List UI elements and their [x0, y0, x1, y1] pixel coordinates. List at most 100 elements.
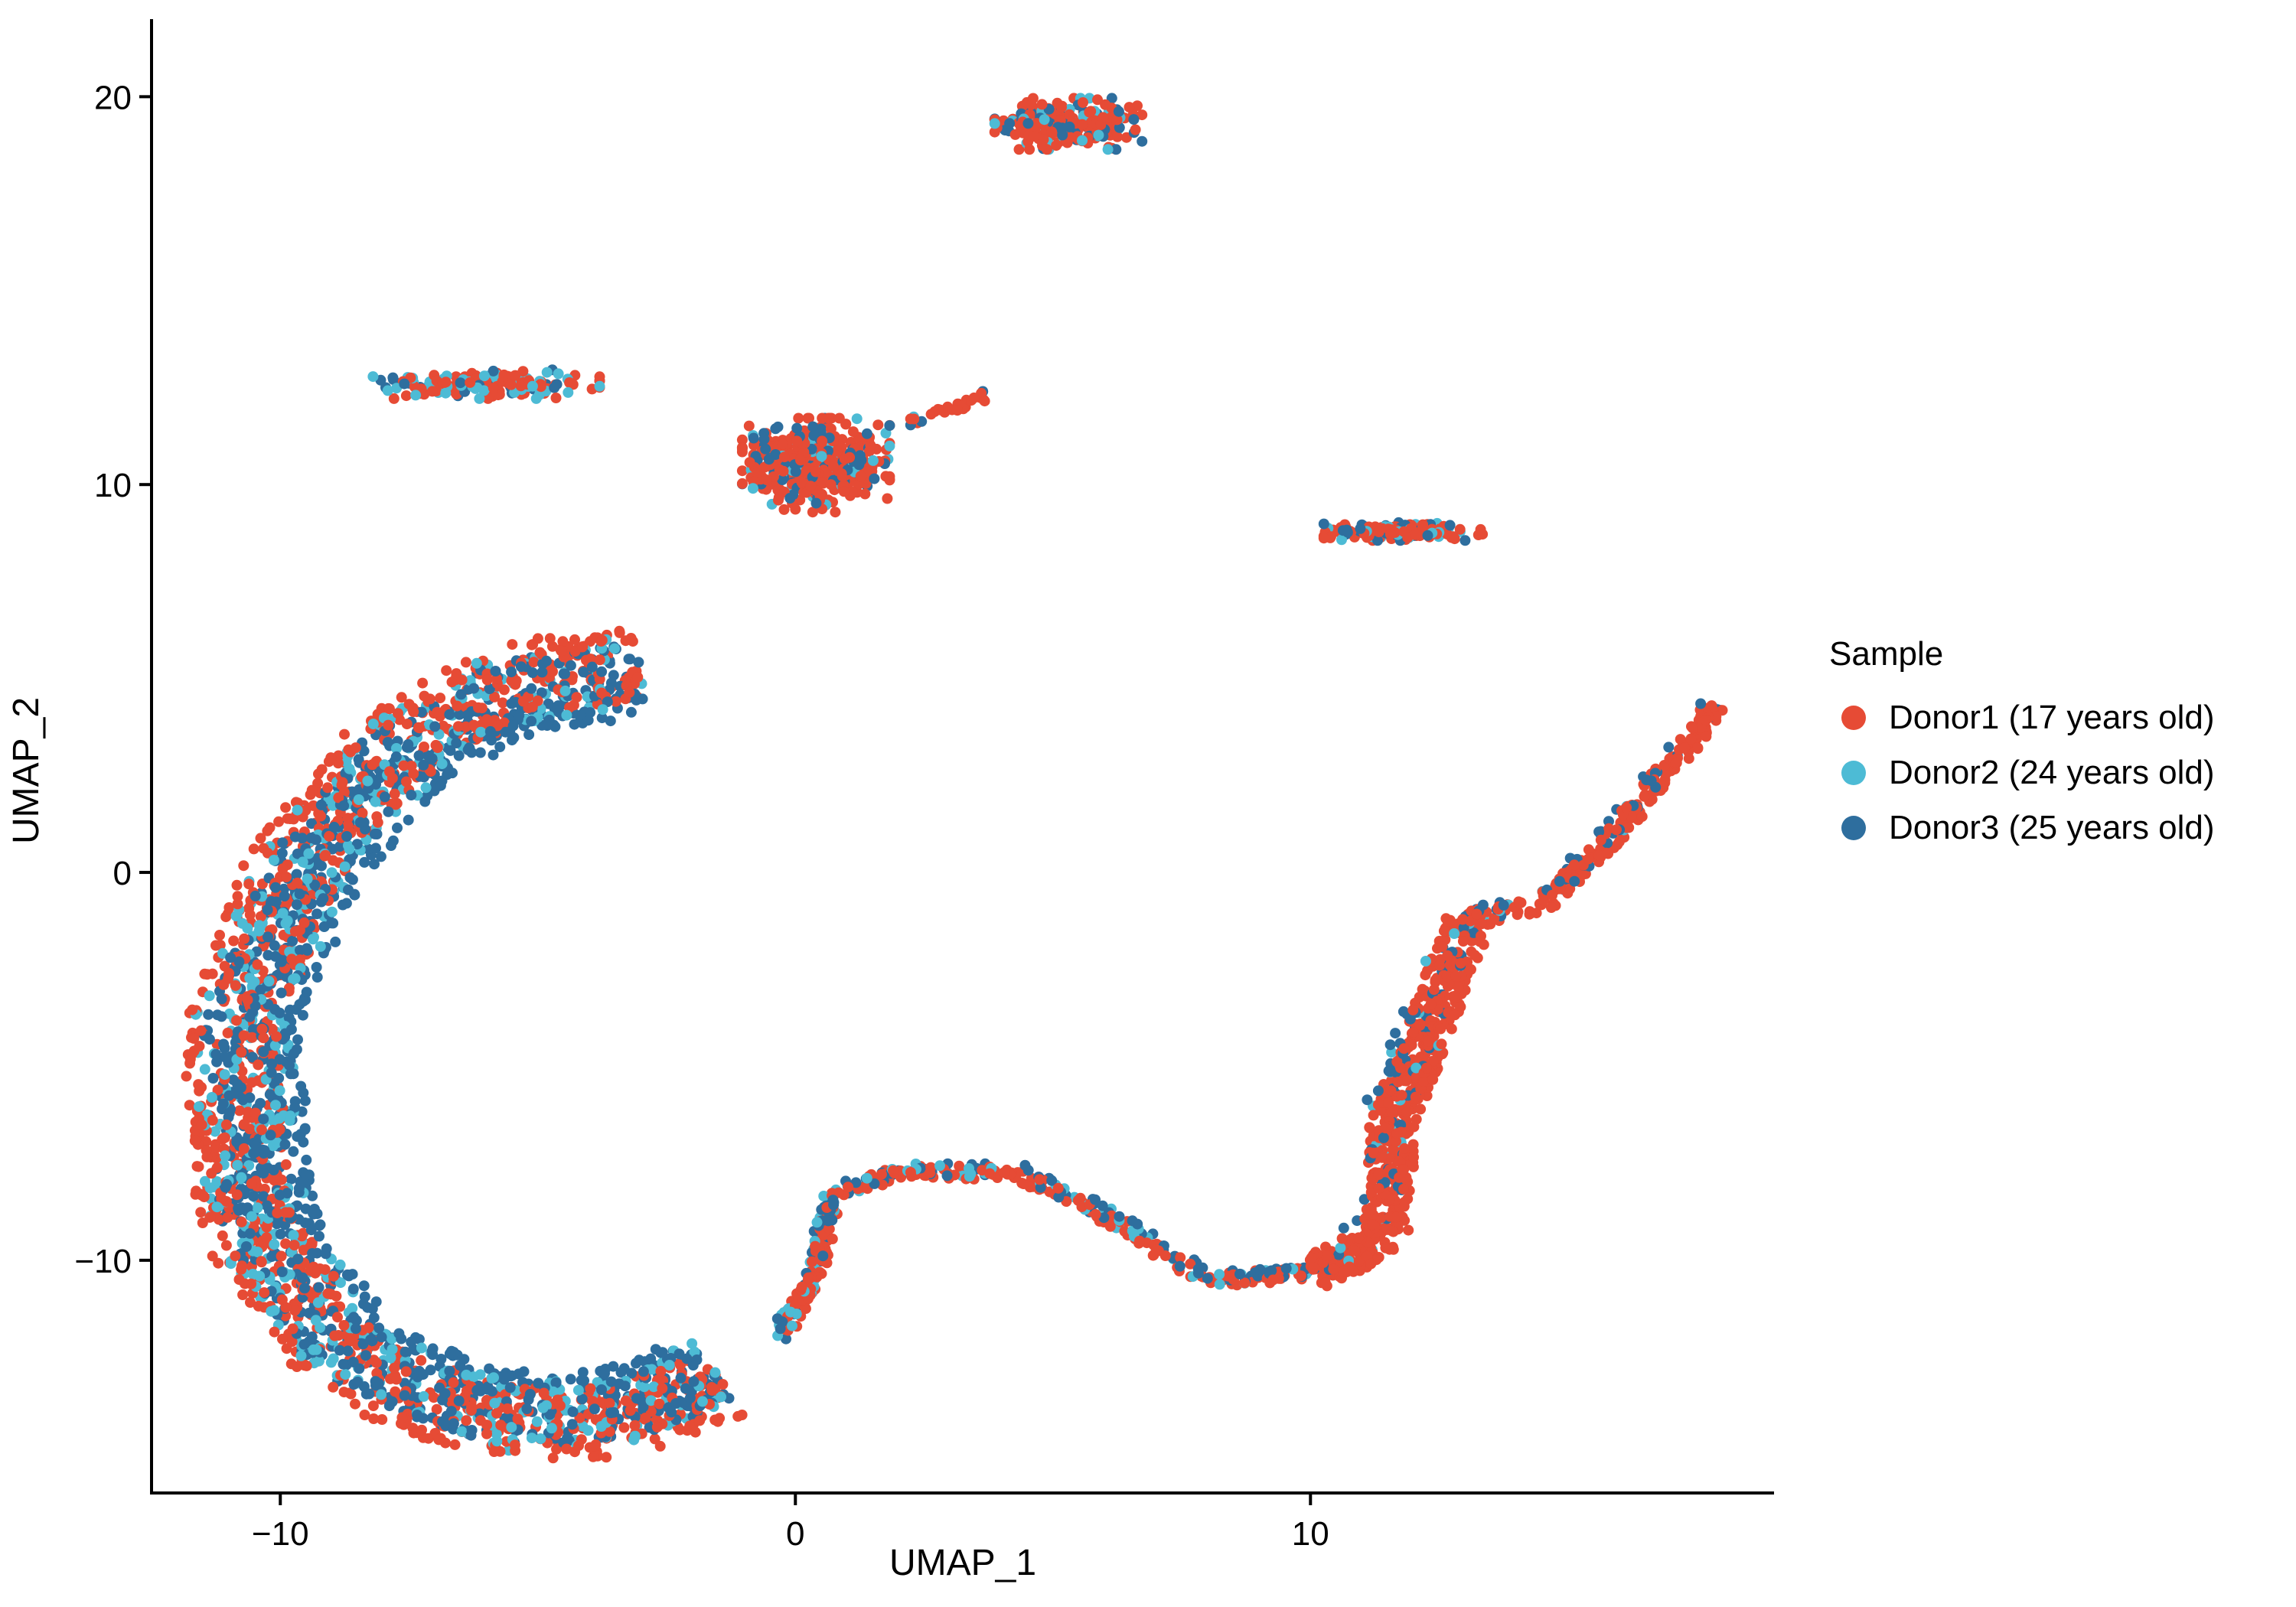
scatter-point: [1498, 899, 1509, 911]
scatter-point: [614, 625, 625, 637]
scatter-point: [1663, 742, 1675, 753]
scatter-point: [1420, 970, 1431, 981]
scatter-point: [1132, 100, 1143, 112]
scatter-point: [840, 419, 852, 430]
scatter-point: [498, 369, 510, 380]
scatter-point: [315, 810, 326, 822]
scatter-point: [1450, 1009, 1460, 1021]
scatter-point: [341, 1269, 353, 1280]
scatter-point: [1018, 1178, 1029, 1189]
scatter-point: [626, 1367, 638, 1379]
scatter-point: [236, 1263, 247, 1275]
scatter-point: [526, 683, 537, 694]
scatter-point: [214, 930, 225, 940]
scatter-point: [825, 479, 837, 491]
scatter-point: [1214, 1279, 1225, 1290]
scatter-point: [1373, 1169, 1384, 1180]
scatter-point: [210, 940, 221, 951]
scatter-point: [1408, 1152, 1419, 1163]
scatter-point: [594, 371, 605, 383]
scatter-point: [298, 917, 310, 928]
scatter-point: [308, 1208, 318, 1219]
scatter-point: [569, 719, 580, 730]
scatter-point: [412, 1410, 423, 1420]
scatter-point: [1137, 135, 1148, 147]
scatter-point: [277, 837, 289, 849]
scatter-point: [445, 745, 456, 756]
scatter-point: [1353, 1232, 1365, 1244]
scatter-point: [491, 1429, 502, 1440]
scatter-point: [1660, 768, 1671, 780]
scatter-point: [604, 1397, 615, 1409]
scatter-point: [262, 905, 273, 915]
scatter-point: [1547, 889, 1557, 901]
scatter-point: [232, 1159, 243, 1171]
scatter-point: [1476, 918, 1487, 930]
scatter-point: [398, 760, 409, 771]
scatter-point: [1266, 1265, 1277, 1276]
scatter-point: [772, 421, 784, 432]
scatter-point: [505, 1371, 517, 1382]
scatter-point: [223, 967, 235, 979]
scatter-point: [1039, 114, 1050, 125]
scatter-point: [838, 486, 850, 497]
scatter-point: [280, 1159, 292, 1170]
scatter-point: [482, 393, 494, 404]
scatter-point: [347, 1283, 359, 1295]
scatter-point: [535, 703, 546, 715]
scatter-point: [1450, 970, 1462, 982]
scatter-point: [370, 843, 381, 854]
scatter-point: [288, 1068, 299, 1080]
scatter-point: [836, 468, 847, 480]
scatter-point: [823, 1215, 834, 1227]
scatter-point: [817, 412, 828, 424]
scatter-point: [536, 687, 547, 699]
scatter-point: [416, 706, 427, 718]
scatter-point: [240, 1241, 252, 1252]
scatter-point: [1318, 518, 1329, 530]
scatter-point: [444, 709, 455, 720]
scatter-point: [563, 386, 574, 398]
scatter-point: [441, 665, 452, 676]
scatter-point: [263, 950, 274, 961]
scatter-point: [270, 1100, 281, 1111]
scatter-point: [530, 393, 542, 404]
scatter-point: [373, 1322, 385, 1334]
scatter-point: [413, 1365, 425, 1377]
scatter-point: [286, 953, 298, 965]
scatter-point: [1692, 742, 1704, 754]
scatter-point: [574, 709, 585, 721]
scatter-point: [1034, 1174, 1045, 1185]
scatter-point: [280, 802, 292, 813]
scatter-point: [274, 1007, 285, 1019]
scatter-point: [298, 996, 309, 1007]
scatter-point: [777, 438, 788, 450]
scatter-point: [439, 1418, 451, 1429]
scatter-point: [449, 1439, 461, 1450]
scatter-point: [313, 1282, 325, 1293]
scatter-point: [1430, 974, 1441, 986]
scatter-point: [453, 1395, 465, 1407]
scatter-point: [289, 1048, 299, 1059]
scatter-point: [448, 1347, 459, 1358]
scatter-point: [1090, 1194, 1101, 1205]
scatter-point: [285, 813, 295, 824]
scatter-point: [350, 1398, 360, 1410]
scatter-point: [778, 465, 789, 477]
scatter-point: [301, 943, 312, 954]
scatter-point: [313, 768, 324, 780]
scatter-point: [211, 1162, 223, 1173]
scatter-point: [546, 1423, 557, 1434]
scatter-point: [440, 376, 452, 388]
scatter-point: [934, 1160, 945, 1172]
scatter-point: [231, 1015, 242, 1026]
scatter-point: [307, 1248, 318, 1259]
scatter-point: [417, 677, 429, 689]
scatter-point: [651, 1421, 663, 1433]
scatter-point: [252, 959, 263, 970]
scatter-point: [673, 1348, 685, 1360]
scatter-point: [634, 1354, 645, 1366]
scatter-point: [709, 1384, 720, 1395]
scatter-point: [473, 702, 484, 713]
